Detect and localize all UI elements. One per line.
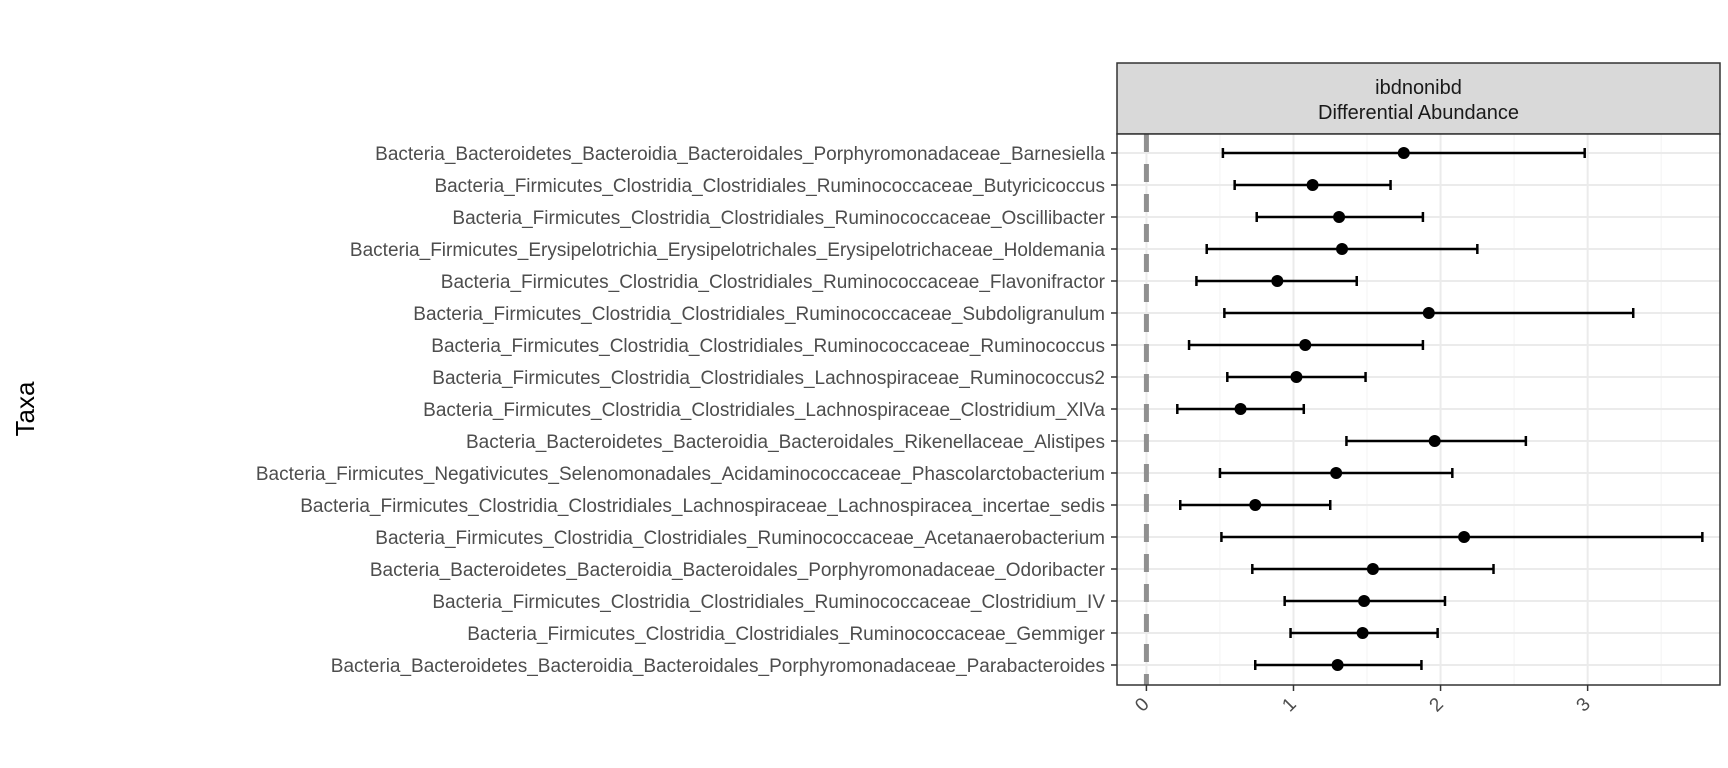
taxon-mark-group xyxy=(1187,339,1425,351)
estimate-point xyxy=(1271,275,1284,287)
taxon-mark-group xyxy=(1253,659,1423,671)
y-tick-label: Bacteria_Firmicutes_Negativicutes_Seleno… xyxy=(256,464,1105,485)
y-tick-label: Bacteria_Firmicutes_Clostridia_Clostridi… xyxy=(375,528,1105,549)
y-tick-label: Bacteria_Firmicutes_Clostridia_Clostridi… xyxy=(467,624,1105,645)
taxon-mark-group xyxy=(1223,307,1635,319)
taxon-mark-group xyxy=(1251,563,1495,575)
taxon-mark-group xyxy=(1226,371,1367,383)
facet-strip: ibdnonibd Differential Abundance xyxy=(1116,62,1721,135)
estimate-point xyxy=(1234,403,1247,415)
y-tick-label: Bacteria_Bacteroidetes_Bacteroidia_Bacte… xyxy=(375,144,1105,165)
y-tick-label: Bacteria_Firmicutes_Clostridia_Clostridi… xyxy=(441,272,1106,293)
estimate-point xyxy=(1428,435,1441,447)
estimate-point xyxy=(1336,243,1349,255)
taxon-mark-group xyxy=(1220,531,1704,543)
estimate-point xyxy=(1366,563,1379,575)
estimate-point xyxy=(1333,211,1346,223)
y-tick-label: Bacteria_Firmicutes_Clostridia_Clostridi… xyxy=(431,336,1105,357)
facet-strip-box xyxy=(1116,62,1721,135)
taxon-mark-group xyxy=(1176,403,1306,415)
estimate-point xyxy=(1358,595,1371,607)
estimate-point xyxy=(1290,371,1303,383)
estimate-point xyxy=(1249,499,1262,511)
estimate-point xyxy=(1422,307,1435,319)
taxon-mark-group xyxy=(1345,435,1528,447)
y-tick-label: Bacteria_Firmicutes_Erysipelotrichia_Ery… xyxy=(350,240,1105,261)
taxon-mark-group xyxy=(1205,243,1479,255)
y-tick-label: Bacteria_Firmicutes_Clostridia_Clostridi… xyxy=(423,400,1105,421)
estimate-point xyxy=(1356,627,1369,639)
taxon-mark-group xyxy=(1178,499,1332,511)
taxon-mark-group xyxy=(1255,211,1425,223)
y-axis-title: Taxa xyxy=(10,381,40,436)
y-tick-label: Bacteria_Firmicutes_Clostridia_Clostridi… xyxy=(452,208,1105,229)
y-tick-label: Bacteria_Bacteroidetes_Bacteroidia_Bacte… xyxy=(331,656,1105,677)
y-tick-label: Bacteria_Firmicutes_Clostridia_Clostridi… xyxy=(432,368,1105,389)
y-axis: Bacteria_Bacteroidetes_Bacteroidia_Bacte… xyxy=(256,144,1117,677)
y-tick-label: Bacteria_Firmicutes_Clostridia_Clostridi… xyxy=(300,496,1105,517)
estimate-point xyxy=(1331,659,1344,671)
taxon-mark-group xyxy=(1289,627,1439,639)
y-tick-label: Bacteria_Firmicutes_Clostridia_Clostridi… xyxy=(413,304,1105,325)
y-tick-label: Bacteria_Firmicutes_Clostridia_Clostridi… xyxy=(432,592,1105,613)
y-tick-label: Bacteria_Bacteroidetes_Bacteroidia_Bacte… xyxy=(466,432,1105,453)
y-tick-label: Bacteria_Bacteroidetes_Bacteroidia_Bacte… xyxy=(370,560,1106,581)
estimate-point xyxy=(1330,467,1343,479)
taxon-mark-group xyxy=(1195,275,1358,287)
taxon-mark-group xyxy=(1233,179,1392,191)
estimate-point xyxy=(1299,339,1312,351)
facet-strip-line-1: ibdnonibd xyxy=(1375,77,1462,99)
taxon-mark-group xyxy=(1283,595,1447,607)
data-marks xyxy=(1176,147,1704,671)
y-tick-label: Bacteria_Firmicutes_Clostridia_Clostridi… xyxy=(434,176,1105,197)
estimate-point xyxy=(1397,147,1410,159)
taxon-mark-group xyxy=(1218,467,1454,479)
estimate-point xyxy=(1458,531,1471,543)
estimate-point xyxy=(1306,179,1319,191)
taxon-mark-group xyxy=(1221,147,1586,159)
facet-strip-line-2: Differential Abundance xyxy=(1318,102,1519,124)
